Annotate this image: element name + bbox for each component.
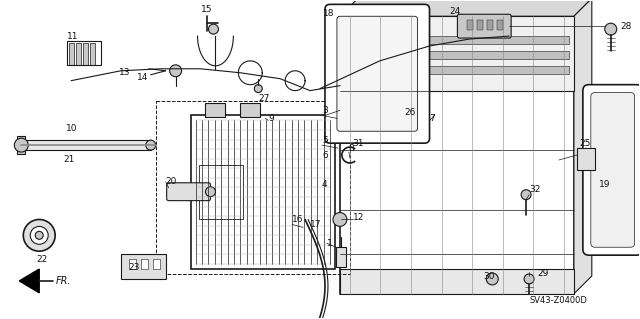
FancyBboxPatch shape [337, 16, 417, 131]
Bar [345, 66, 569, 74]
Text: FR.: FR. [56, 276, 72, 286]
Bar [345, 36, 569, 44]
FancyBboxPatch shape [325, 4, 429, 143]
Text: 24: 24 [449, 7, 461, 16]
Bar [69, 43, 74, 65]
Circle shape [254, 85, 262, 93]
Bar [121, 254, 166, 279]
Circle shape [521, 190, 531, 200]
Circle shape [30, 226, 48, 244]
Bar [76, 43, 81, 65]
Text: 22: 22 [36, 255, 47, 263]
Text: 27: 27 [259, 94, 269, 103]
Circle shape [486, 273, 498, 285]
Bar [205, 103, 225, 117]
Bar [17, 136, 26, 154]
Circle shape [23, 219, 55, 251]
Bar [340, 16, 574, 294]
Bar [129, 259, 136, 269]
Text: 13: 13 [119, 68, 131, 77]
Bar [497, 20, 503, 30]
Bar [336, 247, 346, 267]
Text: 30: 30 [483, 272, 495, 281]
Bar [487, 20, 493, 30]
Bar [156, 100, 350, 274]
Text: 16: 16 [292, 215, 303, 224]
Text: 5: 5 [322, 136, 328, 145]
Text: 32: 32 [529, 185, 540, 194]
Text: 31: 31 [352, 139, 364, 148]
FancyBboxPatch shape [583, 85, 640, 255]
Polygon shape [340, 0, 592, 16]
Text: 29: 29 [537, 270, 548, 278]
Text: 11: 11 [67, 32, 79, 41]
FancyBboxPatch shape [591, 93, 635, 247]
Circle shape [524, 274, 534, 284]
Circle shape [14, 138, 28, 152]
Text: 15: 15 [200, 5, 212, 14]
Polygon shape [19, 269, 39, 293]
Bar [141, 259, 148, 269]
Bar [90, 43, 95, 65]
Text: 26: 26 [404, 108, 416, 117]
Bar [191, 115, 335, 269]
Bar [67, 41, 101, 65]
Text: 3: 3 [322, 106, 328, 115]
FancyBboxPatch shape [458, 14, 511, 38]
Text: 6: 6 [322, 151, 328, 160]
Circle shape [333, 212, 347, 226]
Bar [340, 16, 574, 91]
Text: 17: 17 [310, 220, 321, 229]
Polygon shape [574, 0, 592, 294]
Bar [241, 103, 260, 117]
Text: 28: 28 [621, 22, 632, 31]
Text: 14: 14 [137, 73, 148, 82]
FancyBboxPatch shape [166, 183, 211, 201]
Text: 18: 18 [323, 9, 335, 18]
Text: 19: 19 [599, 180, 611, 189]
Text: SV43-Z0400D: SV43-Z0400D [529, 296, 587, 305]
Circle shape [35, 231, 44, 239]
Text: 4: 4 [322, 180, 328, 189]
Text: 1: 1 [327, 239, 333, 248]
Bar [83, 43, 88, 65]
Text: 8: 8 [349, 144, 355, 152]
Text: 25: 25 [579, 139, 590, 148]
Text: 20: 20 [166, 177, 177, 186]
Bar [477, 20, 483, 30]
Bar [345, 51, 569, 59]
Circle shape [146, 140, 156, 150]
Bar [21, 140, 151, 150]
Text: 12: 12 [353, 213, 364, 222]
Bar [467, 20, 474, 30]
Text: 23: 23 [129, 263, 140, 271]
Text: 7: 7 [429, 114, 435, 123]
Bar [198, 165, 243, 219]
Text: 21: 21 [63, 155, 74, 165]
Bar [340, 269, 574, 294]
Circle shape [170, 65, 182, 77]
Bar [153, 259, 160, 269]
Circle shape [205, 187, 216, 197]
Circle shape [209, 24, 218, 34]
Bar [577, 148, 595, 170]
Text: 10: 10 [66, 124, 77, 133]
Circle shape [605, 23, 617, 35]
Text: 9: 9 [268, 114, 274, 123]
